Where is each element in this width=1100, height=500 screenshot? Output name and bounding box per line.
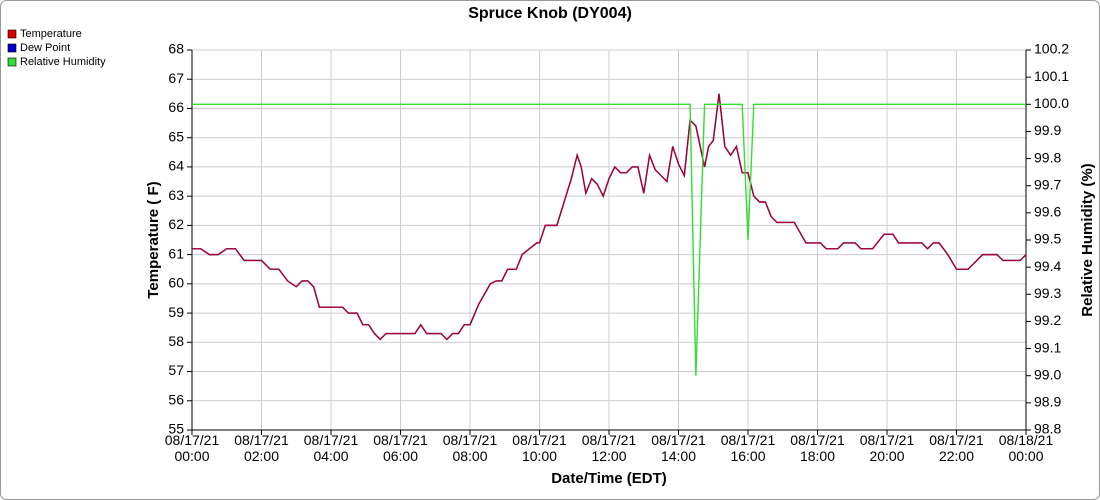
x-axis-title: Date/Time (EDT) (551, 470, 667, 487)
y-tick-label: 66 (168, 99, 184, 115)
x-tick-label: 08/17/21 14:00 (651, 432, 706, 464)
y2-tick-label: 99.9 (1034, 122, 1061, 138)
legend-label: Temperature (20, 28, 82, 40)
y2-tick-label: 99.2 (1034, 312, 1061, 328)
y2-tick-label: 99.0 (1034, 366, 1061, 382)
y-tick-label: 60 (168, 275, 184, 291)
y2-tick-label: 99.8 (1034, 149, 1061, 165)
y2-tick-label: 100.1 (1034, 68, 1069, 84)
x-tick-label: 08/17/21 16:00 (720, 432, 776, 464)
x-tick-label: 08/17/21 10:00 (512, 432, 567, 464)
legend-swatch (7, 57, 17, 67)
chart-title: Spruce Knob (DY004) (468, 5, 632, 22)
y2-tick-label: 99.6 (1034, 204, 1061, 220)
x-tick-label: 08/17/21 04:00 (303, 432, 359, 464)
x-tick-label: 08/17/21 22:00 (929, 432, 984, 464)
y2-tick-label: 99.3 (1034, 285, 1061, 301)
y2-tick-label: 100.2 (1034, 41, 1069, 57)
y-tick-label: 55 (168, 421, 184, 437)
y-tick-label: 58 (168, 333, 184, 349)
legend-label: Relative Humidity (20, 56, 106, 68)
series-line (192, 93, 1027, 341)
series-line (192, 103, 1026, 376)
y-tick-label: 65 (168, 128, 184, 144)
y2-tick-label: 98.9 (1034, 394, 1061, 410)
y2-tick-label: 99.7 (1034, 176, 1061, 192)
x-tick-label: 08/17/21 08:00 (442, 432, 498, 464)
y2-tick-label: 99.4 (1034, 258, 1061, 274)
x-tick-label: 08/18/21 00:00 (998, 432, 1054, 464)
y-tick-label: 59 (168, 304, 184, 320)
y-tick-label: 57 (168, 362, 184, 378)
y-tick-label: 62 (168, 216, 184, 232)
y-axis-title: Temperature ( F) (145, 181, 162, 298)
y2-axis-title: Relative Humidity (%) (1079, 163, 1096, 316)
y-tick-label: 68 (168, 41, 184, 57)
x-tick-label: 08/17/21 20:00 (859, 432, 915, 464)
y2-tick-label: 100.0 (1034, 95, 1069, 111)
x-tick-label: 08/17/21 02:00 (234, 432, 289, 464)
y2-tick-label: 98.8 (1034, 421, 1061, 437)
x-tick-label: 08/17/21 12:00 (581, 432, 637, 464)
y2-tick-label: 99.1 (1034, 339, 1061, 355)
y-tick-label: 61 (168, 245, 184, 261)
y2-tick-label: 99.5 (1034, 231, 1061, 247)
legend-swatch (7, 29, 17, 39)
x-tick-label: 08/17/21 18:00 (790, 432, 845, 464)
y-tick-label: 63 (168, 187, 184, 203)
x-tick-label: 08/17/21 06:00 (373, 432, 428, 464)
legend-swatch (7, 43, 17, 53)
y-tick-label: 64 (168, 158, 184, 174)
legend-label: Dew Point (20, 42, 70, 54)
y-tick-label: 67 (168, 70, 184, 86)
x-tick-label: 08/17/21 00:00 (164, 432, 220, 464)
y-tick-label: 56 (168, 391, 184, 407)
